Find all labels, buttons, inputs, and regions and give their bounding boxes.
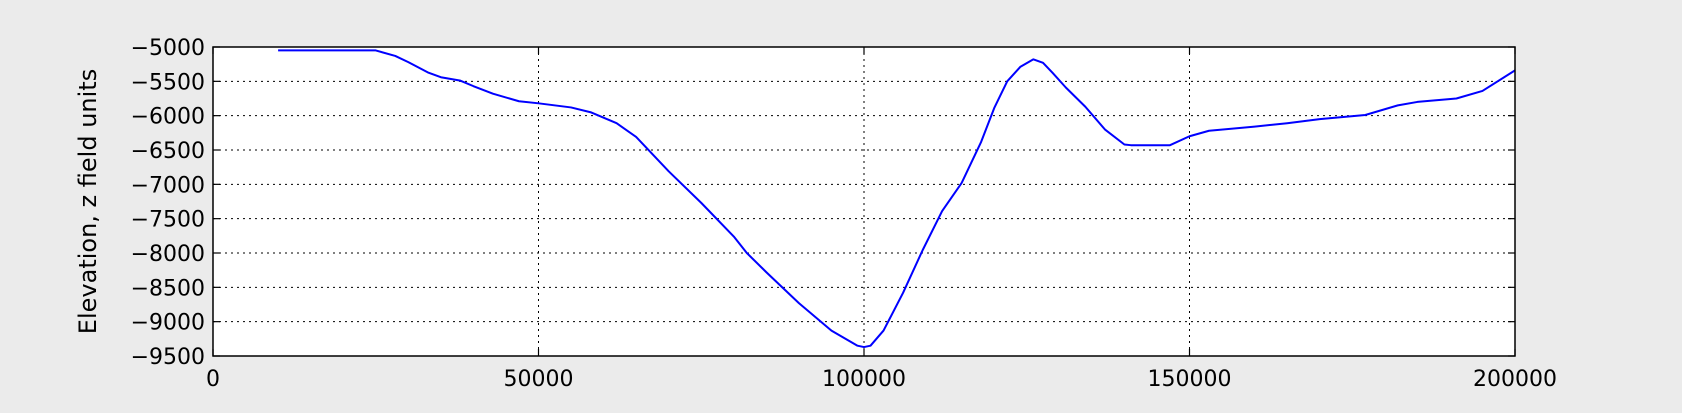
y-tick-label: −5000 — [131, 36, 205, 61]
y-tick-label: −6000 — [131, 105, 205, 130]
x-tick-label: 50000 — [504, 367, 574, 392]
plot-frame — [212, 46, 1516, 357]
y-tick-label: −9500 — [131, 345, 205, 370]
x-tick-label: 200000 — [1473, 367, 1557, 392]
y-tick-label: −8000 — [131, 242, 205, 267]
y-tick-label: −5500 — [131, 70, 205, 95]
series-line — [278, 49, 1516, 349]
y-tick-label: −9000 — [131, 311, 205, 336]
x-tick-label: 0 — [206, 367, 220, 392]
x-tick-label: 100000 — [822, 367, 906, 392]
plot-area — [213, 47, 1515, 356]
y-tick-label: −7500 — [131, 208, 205, 233]
x-tick-labels: 0 50000 100000 150000 200000 — [206, 367, 1557, 392]
y-tick-label: −6500 — [131, 139, 205, 164]
y-axis-label: Elevation, z field units — [74, 69, 102, 334]
y-tick-label: −7000 — [131, 173, 205, 198]
y-tick-labels: −5000 −5500 −6000 −6500 −7000 −7500 −8000 −8500… — [131, 36, 205, 370]
y-tick-label: −8500 — [131, 276, 205, 301]
x-tick-label: 150000 — [1148, 367, 1232, 392]
grid-lines — [213, 47, 1515, 356]
